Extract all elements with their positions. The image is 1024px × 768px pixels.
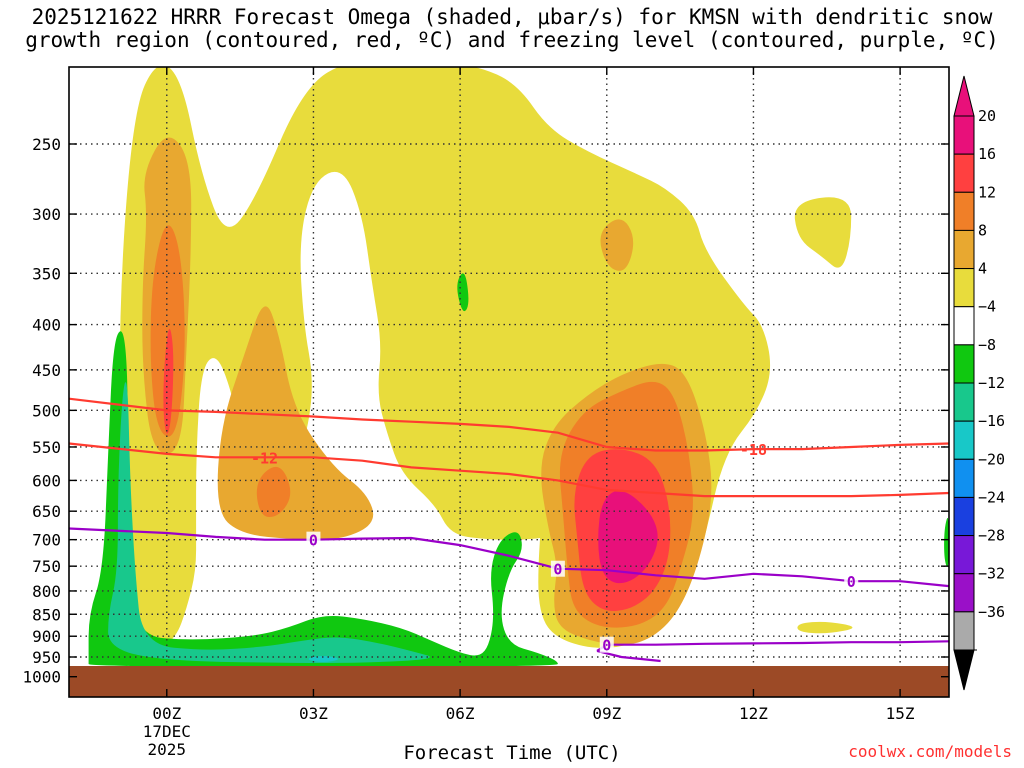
colorbar-swatch-13	[953, 611, 975, 651]
plot-frame	[68, 66, 950, 698]
colorbar-label-5: −4	[978, 298, 996, 316]
colorbar-swatch-2	[953, 191, 975, 231]
dgz-label-1: -18	[740, 441, 767, 459]
y-tick-label-900: 900	[32, 627, 61, 646]
colorbar-swatch-8	[953, 420, 975, 460]
x-tick-label-12Z: 12Z	[739, 704, 768, 723]
ground-terrain	[69, 666, 949, 697]
colorbar-swatch-4	[953, 268, 975, 308]
colorbar-swatch-6	[953, 344, 975, 384]
y-tick-label-600: 600	[32, 471, 61, 490]
colorbar-label-8: −16	[978, 412, 1005, 430]
omega-region-7	[150, 225, 185, 437]
colorbar-swatch-1	[953, 153, 975, 193]
omega-region-8	[256, 466, 291, 517]
colorbar-label-3: 8	[978, 221, 987, 239]
colorbar-bottom-arrow	[953, 649, 975, 691]
dgz-contour-1	[68, 397, 950, 452]
colorbar-label-13: −36	[978, 603, 1005, 621]
omega-shading	[88, 67, 949, 666]
colorbar-label-1: 16	[978, 145, 996, 163]
omega-region-4	[217, 306, 374, 540]
colorbar-label-7: −12	[978, 374, 1005, 392]
colorbar-label-12: −32	[978, 565, 1005, 583]
y-axis: 250 300 350 400 450 500 550 600 650 700 750 800 850 9…	[22, 135, 949, 687]
y-tick-label-350: 350	[32, 264, 61, 283]
y-tick-label-800: 800	[32, 582, 61, 601]
freezing-label-2: 0	[847, 573, 856, 591]
omega-region-12	[598, 490, 658, 584]
freezing-contour-0	[68, 527, 950, 588]
colorbar-swatch-7	[953, 382, 975, 422]
y-tick-label-550: 550	[32, 438, 61, 457]
y-tick-label-850: 850	[32, 605, 61, 624]
omega-region-2	[797, 621, 853, 634]
colorbar-swatch-12	[953, 573, 975, 613]
chart-title-line-2: growth region (contoured, red, ºC) and f…	[25, 28, 999, 52]
colorbar-label-9: −20	[978, 450, 1005, 468]
colorbar-swatch-5	[953, 306, 975, 346]
dgz-contours: -12 -18	[68, 397, 950, 498]
colorbar-label-0: 20	[978, 107, 996, 125]
y-tick-label-750: 750	[32, 557, 61, 576]
omega-region-1	[794, 197, 852, 268]
colorbar-label-6: −8	[978, 336, 996, 354]
x-tick-label-00Z: 00Z	[152, 704, 181, 723]
y-tick-label-250: 250	[32, 135, 61, 154]
dgz-contour-0	[68, 442, 950, 498]
x-tick-label-09Z: 09Z	[592, 704, 621, 723]
colorbar-label-10: −24	[978, 488, 1005, 506]
omega-region-5	[600, 219, 634, 271]
omega-region-16	[108, 382, 430, 663]
chart-title-line-1: 2025121622 HRRR Forecast Omega (shaded, …	[31, 5, 993, 29]
y-tick-label-500: 500	[32, 401, 61, 420]
y-tick-label-950: 950	[32, 648, 61, 667]
omega-region-10	[163, 328, 174, 434]
colorbar-swatch-10	[953, 496, 975, 537]
dgz-label-0: -12	[251, 449, 278, 467]
colorbar-top-arrow	[953, 75, 975, 117]
y-tick-label-700: 700	[32, 531, 61, 550]
omega-region-17	[308, 656, 338, 662]
x-tick-date: 17DEC	[143, 722, 191, 741]
x-tick-label-03Z: 03Z	[299, 704, 328, 723]
freezing-label-1: 0	[553, 561, 562, 579]
colorbar: 20 16 12 8 4 −4 −8 −12 −16 −20 −24 −28 −32 −36	[953, 75, 1005, 691]
source-credit[interactable]: coolwx.com/models	[848, 742, 1012, 761]
freezing-level-contours: 0 0 0 0	[68, 527, 950, 663]
freezing-contour-3	[596, 640, 950, 652]
colorbar-label-4: 4	[978, 260, 987, 278]
colorbar-swatch-11	[953, 535, 975, 575]
colorbar-swatch-9	[953, 458, 975, 498]
x-tick-year: 2025	[148, 740, 187, 759]
freezing-label-3: 0	[602, 637, 611, 655]
colorbar-label-11: −28	[978, 527, 1005, 545]
y-tick-label-300: 300	[32, 205, 61, 224]
colorbar-label-2: 12	[978, 183, 996, 201]
y-tick-label-650: 650	[32, 502, 61, 521]
omega-region-15	[944, 517, 949, 567]
y-tick-label-1000: 1000	[22, 668, 61, 687]
x-axis-label: Forecast Time (UTC)	[403, 742, 621, 764]
x-tick-label-15Z: 15Z	[886, 704, 915, 723]
x-tick-label-06Z: 06Z	[446, 704, 475, 723]
freezing-contour-4	[596, 649, 661, 663]
freezing-label-0: 0	[309, 532, 318, 550]
chart-title: 2025121622 HRRR Forecast Omega (shaded, …	[0, 6, 1024, 52]
y-tick-label-450: 450	[32, 361, 61, 380]
colorbar-swatch-3	[953, 229, 975, 270]
colorbar-swatch-0	[953, 115, 975, 155]
y-tick-label-400: 400	[32, 316, 61, 335]
